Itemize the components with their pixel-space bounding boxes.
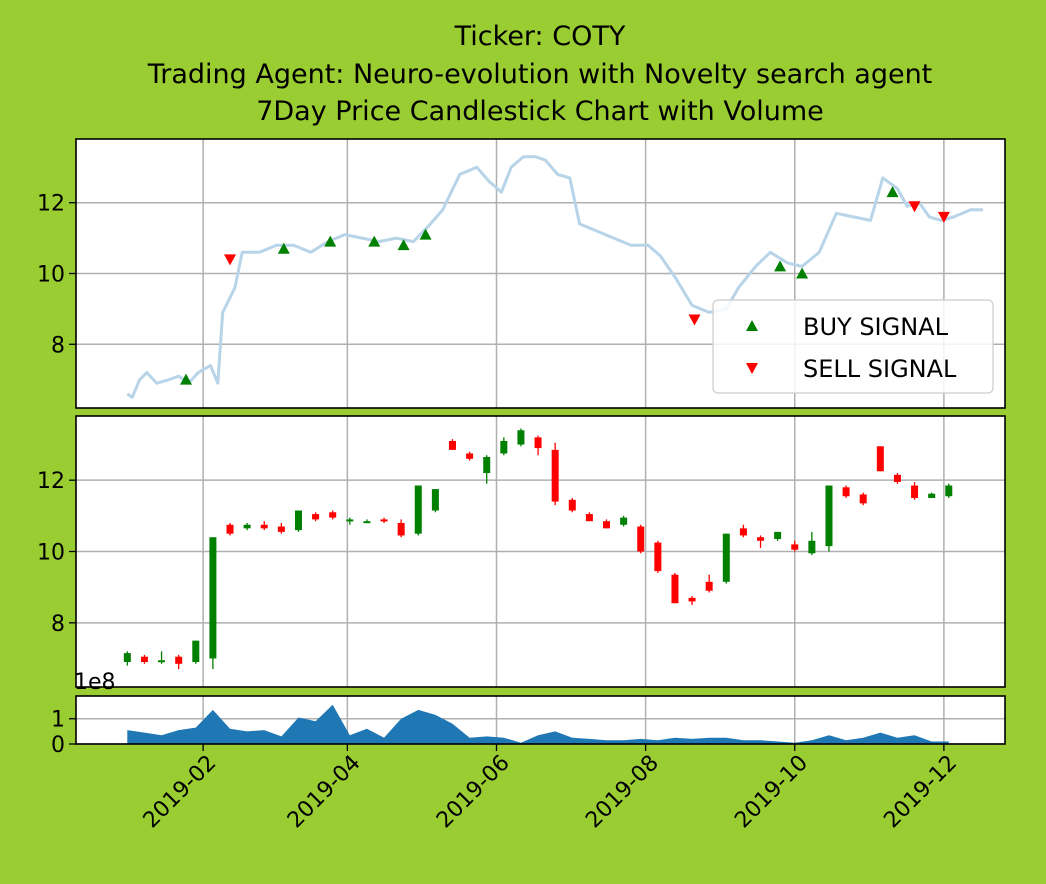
legend-buy-marker <box>746 320 758 331</box>
volume-panel: 01 1e8 <box>51 670 1006 758</box>
candle-body-41 <box>825 485 833 547</box>
candle-body-3 <box>175 656 183 664</box>
candle-border <box>75 415 1006 688</box>
candle-body-20 <box>466 453 474 459</box>
candle-body-26 <box>568 499 576 511</box>
volume-ytick-label-0: 0 <box>51 733 65 758</box>
candle-body-24 <box>534 437 542 449</box>
volume-border <box>75 695 1006 745</box>
candle-body-4 <box>192 640 200 663</box>
xtick-label-1: 2019-04 <box>283 751 366 834</box>
candle-body-15 <box>380 519 388 522</box>
title-line-subtitle: 7Day Price Candlestick Chart with Volume <box>256 96 824 127</box>
legend: BUY SIGNAL SELL SIGNAL <box>712 299 994 394</box>
price-border <box>75 138 1006 409</box>
legend-sell-marker <box>746 363 758 374</box>
candle-body-22 <box>500 440 508 454</box>
xtick-label-3: 2019-08 <box>581 751 664 834</box>
title-line-ticker: Ticker: COTY <box>454 21 626 52</box>
candle-body-17 <box>414 485 422 534</box>
price-ytick-label-1: 10 <box>37 263 65 288</box>
xtick-label-5: 2019-12 <box>879 751 962 834</box>
legend-sell-label: SELL SIGNAL <box>803 355 957 383</box>
candle-body-21 <box>483 457 491 474</box>
candle-body-35 <box>722 533 730 582</box>
candle-ytick-label-0: 8 <box>51 612 65 637</box>
buy-signal-marker-1 <box>277 242 290 254</box>
sell-signal-marker-0 <box>224 254 237 266</box>
candle-ytick-label-2: 12 <box>37 469 65 494</box>
candle-body-5 <box>209 537 217 659</box>
buy-signal-marker-2 <box>324 235 337 247</box>
candle-body-25 <box>551 449 559 502</box>
buy-signal-marker-0 <box>180 373 193 385</box>
candle-body-42 <box>842 487 850 497</box>
candle-body-12 <box>329 512 337 518</box>
candle-body-30 <box>637 526 645 552</box>
candle-body-32 <box>671 574 679 604</box>
title-line-agent: Trading Agent: Neuro-evolution with Nove… <box>147 59 933 90</box>
volume-scale-label: 1e8 <box>74 670 116 695</box>
candle-body-40 <box>808 540 816 554</box>
candlestick-panel: 8 10 12 <box>37 415 1006 688</box>
sell-signal-marker-3 <box>937 211 950 223</box>
buy-signal-marker-4 <box>397 239 410 251</box>
candle-body-13 <box>346 519 354 522</box>
candle-body-2 <box>158 660 166 663</box>
sell-signal-marker-1 <box>688 314 701 326</box>
legend-buy-label: BUY SIGNAL <box>803 313 949 341</box>
legend-box <box>712 299 994 394</box>
candle-body-29 <box>620 517 628 525</box>
volume-ytick-label-1: 1 <box>51 708 65 733</box>
candle-body-7 <box>243 524 251 529</box>
candle-body-1 <box>140 656 148 663</box>
candle-body-36 <box>739 528 747 536</box>
candle-body-14 <box>363 521 371 524</box>
candle-body-28 <box>603 521 611 529</box>
candle-body-46 <box>911 485 919 499</box>
buy-signal-marker-3 <box>368 235 381 247</box>
candle-body-18 <box>431 489 439 511</box>
candle-body-16 <box>397 522 405 536</box>
candle-body-33 <box>688 597 696 602</box>
candle-ytick-label-1: 10 <box>37 541 65 566</box>
candle-body-6 <box>226 524 234 534</box>
candle-body-34 <box>705 581 713 591</box>
buy-signal-marker-5 <box>419 228 432 240</box>
sell-signal-marker-2 <box>908 201 921 213</box>
candle-body-44 <box>876 446 884 472</box>
price-line <box>126 155 983 399</box>
candle-body-38 <box>774 531 782 540</box>
candle-body-47 <box>928 493 936 499</box>
candle-body-10 <box>294 510 302 531</box>
candle-body-37 <box>757 537 765 541</box>
price-panel: 8 10 12 <box>37 138 1006 409</box>
chart-title: Ticker: COTY Trading Agent: Neuro-evolut… <box>147 21 933 127</box>
candle-body-31 <box>654 542 662 572</box>
candle-body-45 <box>893 474 901 482</box>
xtick-label-0: 2019-02 <box>139 751 222 834</box>
buy-signal-marker-8 <box>886 186 899 198</box>
price-ytick-label-2: 12 <box>37 192 65 217</box>
xtick-label-2: 2019-06 <box>432 751 515 834</box>
xtick-label-4: 2019-10 <box>730 751 813 834</box>
candle-body-39 <box>791 544 799 550</box>
candle-body-43 <box>859 494 867 504</box>
candle-body-48 <box>945 485 953 497</box>
price-ytick-label-0: 8 <box>51 333 65 358</box>
buy-signal-marker-7 <box>796 267 809 279</box>
candle-body-27 <box>585 514 593 522</box>
candle-body-23 <box>517 430 525 445</box>
candle-body-11 <box>312 514 320 520</box>
volume-area <box>127 704 949 744</box>
x-axis: 2019-02 2019-04 2019-06 2019-08 2019-10 2019-… <box>139 744 962 833</box>
candle-body-9 <box>277 526 285 532</box>
candle-body-0 <box>123 653 131 663</box>
buy-signal-marker-6 <box>774 260 787 272</box>
candle-body-19 <box>448 440 456 450</box>
candle-body-8 <box>260 524 268 529</box>
